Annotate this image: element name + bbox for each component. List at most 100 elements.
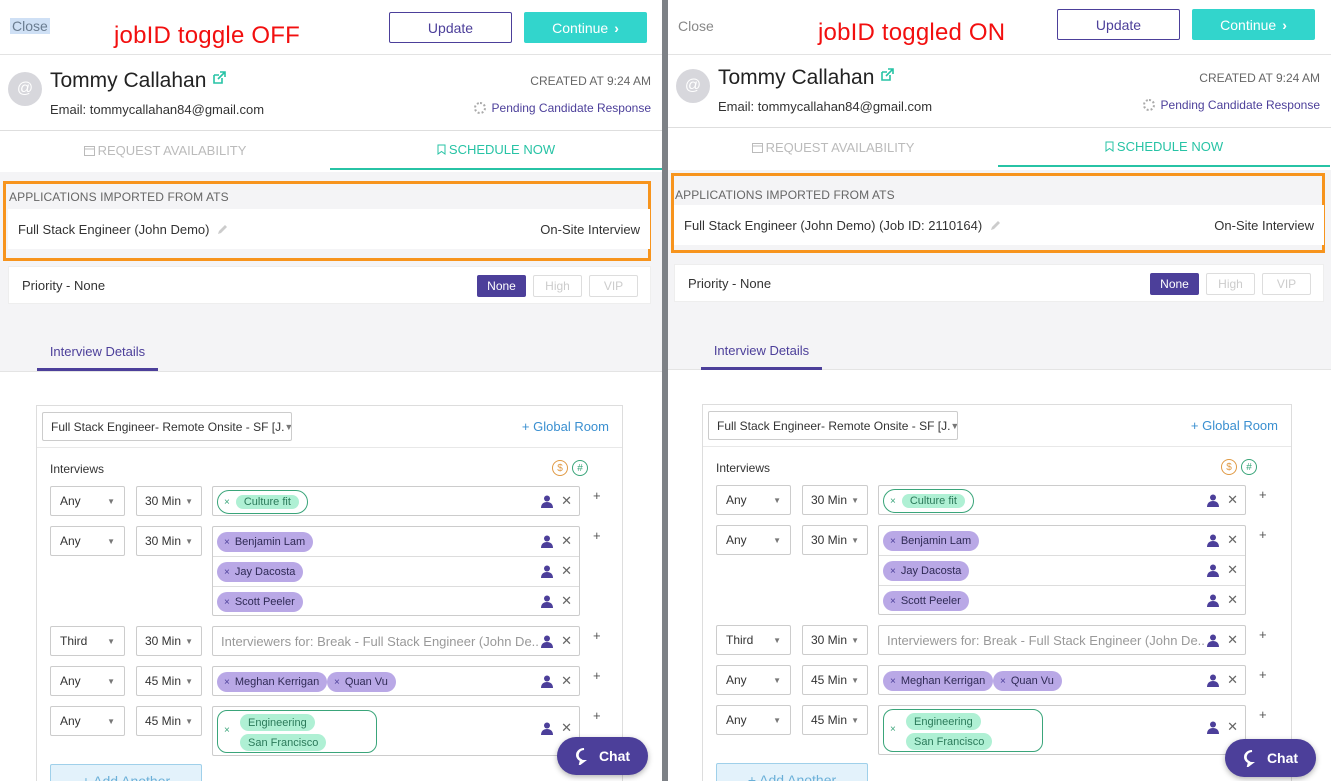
interviewer-mode-select[interactable]: Third ▼ [50,626,125,656]
interviewer-mode-select[interactable]: Any ▼ [716,665,791,695]
continue-button[interactable]: Continue › [1192,9,1315,40]
remove-icon[interactable]: × [334,676,340,688]
remove-icon[interactable]: × [1000,675,1006,687]
duration-select[interactable]: 30 Min ▼ [136,486,202,516]
external-link-icon[interactable] [880,68,895,82]
duration-select[interactable]: 30 Min ▼ [802,485,868,515]
remove-icon[interactable]: × [224,496,230,508]
add-another-button[interactable]: + Add Another [50,764,202,781]
person-icon[interactable] [1207,564,1219,577]
application-row[interactable]: Full Stack Engineer (John Demo) On-Site … [8,209,650,249]
interviewers-field[interactable]: × Benjamin Lam ✕ × Jay Dacosta ✕ × Scott Peeler… [878,525,1246,615]
close-icon[interactable]: ✕ [561,593,572,608]
close-icon[interactable]: ✕ [1227,562,1238,577]
close-icon[interactable]: ✕ [1227,492,1238,507]
interviewers-field[interactable]: × Culture fit ✕ [212,486,580,516]
dollar-icon[interactable]: $ [1221,459,1237,475]
tag-group-chip[interactable]: × Engineering San Francisco [883,709,1043,752]
tab-schedule-now[interactable]: SCHEDULE NOW [330,131,662,170]
close-link[interactable]: Close [678,18,714,34]
person-icon[interactable] [541,722,553,735]
interviewers-field[interactable]: × Engineering San Francisco ✕ [212,706,580,756]
interviewers-field[interactable]: × Culture fit ✕ [878,485,1246,515]
priority-none-button[interactable]: None [477,275,526,297]
interviewers-field[interactable]: × Meghan Kerrigan × Quan Vu ✕ [212,666,580,696]
close-icon[interactable]: ✕ [1227,632,1238,647]
interviewer-mode-select[interactable]: Any ▼ [50,666,125,696]
duration-select[interactable]: 30 Min ▼ [136,626,202,656]
person-icon[interactable] [541,535,553,548]
interviewers-field[interactable]: × Benjamin Lam ✕ × Jay Dacosta ✕ × Scott Peeler… [212,526,580,616]
close-icon[interactable]: ✕ [1227,592,1238,607]
interviewer-mode-select[interactable]: Any ▼ [716,525,791,555]
duration-select[interactable]: 30 Min ▼ [136,526,202,556]
close-icon[interactable]: ✕ [1227,532,1238,547]
interviewer-chip[interactable]: × Meghan Kerrigan [883,671,994,691]
remove-icon[interactable]: × [890,495,896,507]
interviewer-chip[interactable]: × Meghan Kerrigan [217,672,328,692]
person-icon[interactable] [1207,634,1219,647]
add-row-icon[interactable]: + [1259,487,1267,502]
interviewer-mode-select[interactable]: Any ▼ [50,706,125,736]
continue-button[interactable]: Continue › [524,12,647,43]
duration-select[interactable]: 45 Min ▼ [802,665,868,695]
tag-group-chip[interactable]: × Engineering San Francisco [217,710,377,753]
remove-icon[interactable]: × [224,536,230,548]
global-room-link[interactable]: + Global Room [1190,418,1278,433]
tag-chip[interactable]: × Culture fit [217,490,308,514]
tab-schedule-now[interactable]: SCHEDULE NOW [998,128,1330,167]
person-icon[interactable] [1207,594,1219,607]
remove-icon[interactable]: × [890,675,896,687]
chat-button[interactable]: Chat [1225,739,1316,777]
tag-chip[interactable]: × Culture fit [883,489,974,513]
hash-icon[interactable]: # [572,460,588,476]
remove-icon[interactable]: × [890,535,896,547]
add-row-icon[interactable]: + [1259,707,1267,722]
remove-icon[interactable]: × [890,595,896,607]
close-icon[interactable]: ✕ [1227,719,1238,734]
add-row-icon[interactable]: + [593,708,601,723]
hash-icon[interactable]: # [1241,459,1257,475]
external-link-icon[interactable] [212,71,227,85]
update-button[interactable]: Update [1057,9,1180,40]
add-row-icon[interactable]: + [1259,527,1267,542]
interviewer-mode-select[interactable]: Any ▼ [50,526,125,556]
remove-icon[interactable]: × [224,596,230,608]
close-icon[interactable]: ✕ [561,720,572,735]
duration-select[interactable]: 30 Min ▼ [802,625,868,655]
interviewer-chip[interactable]: × Jay Dacosta [883,561,970,581]
close-icon[interactable]: ✕ [561,673,572,688]
interviewer-chip[interactable]: × Benjamin Lam [883,531,980,551]
person-icon[interactable] [541,595,553,608]
person-icon[interactable] [1207,534,1219,547]
interviewer-chip[interactable]: × Quan Vu [327,672,396,692]
priority-none-button[interactable]: None [1150,273,1199,295]
interviewer-mode-select[interactable]: Any ▼ [50,486,125,516]
remove-icon[interactable]: × [890,565,896,577]
add-row-icon[interactable]: + [1259,627,1267,642]
person-icon[interactable] [541,675,553,688]
interviewer-mode-select[interactable]: Any ▼ [716,485,791,515]
add-another-button[interactable]: + Add Another [716,763,868,781]
person-icon[interactable] [541,495,553,508]
priority-high-button[interactable]: High [533,275,582,297]
close-icon[interactable]: ✕ [561,633,572,648]
remove-icon[interactable]: × [224,725,230,736]
global-room-link[interactable]: + Global Room [521,419,609,434]
pencil-icon[interactable] [990,220,1001,231]
close-link[interactable]: Close [10,18,50,34]
close-icon[interactable]: ✕ [561,533,572,548]
person-icon[interactable] [541,635,553,648]
tab-interview-details[interactable]: Interview Details [701,340,822,370]
plan-select[interactable]: Full Stack Engineer- Remote Onsite - SF … [708,411,958,440]
person-icon[interactable] [1207,494,1219,507]
interviewers-field[interactable]: × Meghan Kerrigan × Quan Vu ✕ [878,665,1246,695]
interviewer-mode-select[interactable]: Third ▼ [716,625,791,655]
interviewers-field[interactable]: × Engineering San Francisco ✕ [878,705,1246,755]
priority-vip-button[interactable]: VIP [589,275,638,297]
duration-select[interactable]: 45 Min ▼ [802,705,868,735]
tab-request-availability[interactable]: REQUEST AVAILABILITY [0,131,330,170]
add-row-icon[interactable]: + [593,628,601,643]
add-row-icon[interactable]: + [593,488,601,503]
priority-high-button[interactable]: High [1206,273,1255,295]
